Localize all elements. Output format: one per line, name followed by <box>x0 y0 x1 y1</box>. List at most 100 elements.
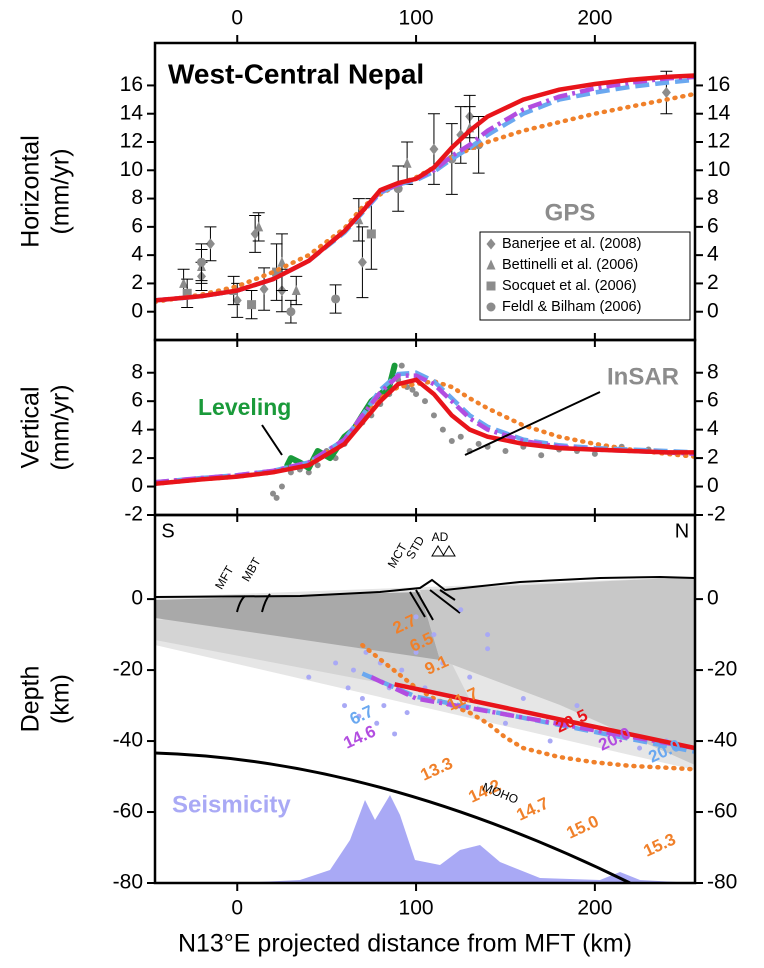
y-tick-label: 8 <box>707 186 719 209</box>
marker <box>486 302 496 312</box>
y-tick-label: 8 <box>131 186 143 209</box>
fault-label: MBT <box>239 555 264 585</box>
moho-label: MOHO <box>480 780 520 807</box>
model-line <box>394 682 695 751</box>
seismicity-point <box>381 703 387 709</box>
x-tick-label: 200 <box>577 897 612 920</box>
x-tick-label: 200 <box>577 7 612 30</box>
y-tick-label: 6 <box>707 214 719 237</box>
insar-point <box>430 412 437 419</box>
model-line <box>155 373 695 485</box>
insar-point <box>448 438 455 445</box>
north-label: N <box>675 520 689 542</box>
marker <box>272 267 282 277</box>
panel <box>306 607 695 772</box>
moho-line <box>155 751 631 883</box>
seismicity-point <box>547 738 553 744</box>
legend-label: Bettinelli et al. (2006) <box>502 257 638 273</box>
marker <box>179 277 189 288</box>
marker <box>291 285 301 295</box>
seismicity-point <box>637 745 643 751</box>
y-axis-label: Vertical <box>17 387 45 469</box>
marker <box>182 288 192 298</box>
seismicity-point <box>342 703 348 709</box>
y-tick-label: 4 <box>707 243 719 266</box>
y-tick-label: 16 <box>707 73 730 96</box>
insar-pointer <box>464 391 601 456</box>
y-axis-label: (mm/yr) <box>47 148 75 234</box>
y-tick-label: 14 <box>707 101 731 124</box>
topography <box>155 575 695 598</box>
y-tick-label: 4 <box>131 243 143 266</box>
himalaya-gray <box>420 577 695 765</box>
fault-traces <box>236 589 461 621</box>
y-tick-label: 8 <box>707 360 719 383</box>
marker <box>259 283 269 295</box>
x-axis-label: N13°E projected distance from MFT (km) <box>178 930 632 958</box>
y-axis-label: (km) <box>47 674 75 724</box>
marker <box>286 307 296 317</box>
insar-point <box>591 450 598 457</box>
leveling-pointer <box>261 424 283 456</box>
seismicity-point <box>574 703 580 709</box>
insar-point <box>413 391 420 398</box>
legend-label: Banerjee et al. (2008) <box>502 236 641 252</box>
seismicity-point <box>404 710 410 716</box>
y-axis-label: Depth <box>17 666 45 733</box>
panel <box>155 362 695 501</box>
insar-point <box>305 469 312 476</box>
y-tick-label: 0 <box>131 299 143 322</box>
y-tick-label: -80 <box>113 871 143 894</box>
y-tick-label: 0 <box>707 299 719 322</box>
seismicity-point <box>399 667 405 673</box>
marker <box>196 257 206 267</box>
marker <box>232 294 242 306</box>
seismicity-histogram <box>240 795 695 883</box>
insar-label: InSAR <box>607 363 679 390</box>
y-tick-label: 6 <box>707 389 719 412</box>
slip-rate-label: 14.7 <box>514 793 552 824</box>
y-axis-label: Horizontal <box>17 135 45 248</box>
seismicity-point <box>350 667 356 673</box>
seismicity-point <box>413 614 419 620</box>
slip-rate-label: 15.0 <box>564 811 602 842</box>
y-tick-label: 0 <box>707 474 719 497</box>
y-tick-label: 2 <box>131 271 143 294</box>
seismicity-point <box>306 674 312 680</box>
model-line <box>360 642 695 772</box>
slip-rate-label: 15.3 <box>641 829 679 860</box>
fault-label: STD <box>403 533 427 561</box>
y-tick-label: 0 <box>131 474 143 497</box>
slip-rate-label: 13.3 <box>418 753 456 784</box>
y-tick-label: -20 <box>113 658 143 681</box>
model-line <box>155 378 695 486</box>
leveling-label: Leveling <box>198 394 291 420</box>
marker <box>486 238 496 250</box>
marker <box>486 281 496 291</box>
panel <box>155 70 695 324</box>
y-tick-label: 0 <box>707 587 719 610</box>
south-label: S <box>161 520 174 542</box>
seismicity-point <box>333 660 339 666</box>
y-tick-label: 12 <box>120 130 143 153</box>
seismicity-point <box>485 646 491 652</box>
ad-label: AD <box>432 530 449 544</box>
marker <box>366 229 376 239</box>
seismicity-point <box>356 713 362 719</box>
gps-label: GPS <box>545 199 596 226</box>
legend-box <box>479 231 691 321</box>
seismicity-point <box>413 649 419 655</box>
seismicity-point <box>392 731 398 737</box>
seismicity-point <box>458 607 464 613</box>
insar-point <box>439 426 446 433</box>
y-tick-label: 0 <box>131 587 143 610</box>
y-tick-label: -40 <box>707 729 737 752</box>
seismicity-point <box>520 695 526 701</box>
y-tick-label: -60 <box>113 800 143 823</box>
y-tick-label: 10 <box>120 158 143 181</box>
insar-point <box>457 433 464 440</box>
insar-point <box>314 462 321 469</box>
y-tick-label: 8 <box>131 360 143 383</box>
y-tick-label: 10 <box>707 158 730 181</box>
seismicity-point <box>431 632 437 638</box>
